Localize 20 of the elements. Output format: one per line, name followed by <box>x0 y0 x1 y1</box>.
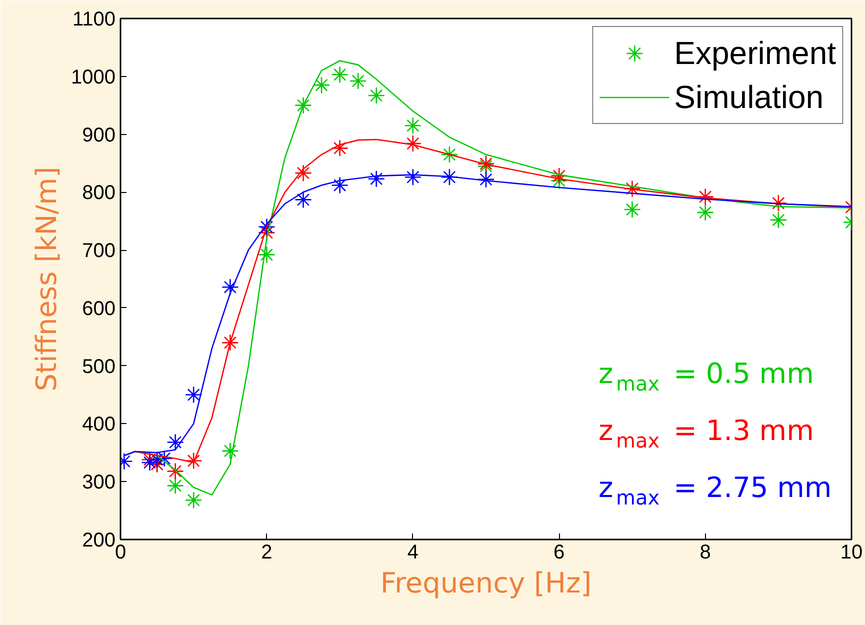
y-tick-label: 1000 <box>71 66 116 88</box>
y-tick-label: 600 <box>82 298 116 320</box>
y-tick-label: 800 <box>82 182 116 204</box>
x-tick-label: 0 <box>114 542 126 564</box>
legend-label: Simulation <box>674 78 824 116</box>
y-tick-label: 200 <box>82 530 116 552</box>
x-axis-title: Frequency [Hz] <box>380 566 592 600</box>
y-tick-label: 400 <box>82 414 116 436</box>
y-tick-label: 900 <box>82 124 116 146</box>
x-tick-label: 4 <box>407 542 418 564</box>
y-axis-title: Stiffness [kN/m] <box>30 166 64 392</box>
y-tick-label: 300 <box>82 472 116 494</box>
y-tick-label: 1100 <box>72 8 116 30</box>
x-tick-label: 6 <box>554 542 565 564</box>
x-tick-label: 10 <box>840 542 863 564</box>
x-tick-label: 8 <box>700 542 711 564</box>
x-tick-label: 2 <box>261 542 272 564</box>
y-tick-label: 500 <box>82 356 116 378</box>
legend-label: Experiment <box>674 34 836 72</box>
y-tick-label: 700 <box>82 240 116 262</box>
